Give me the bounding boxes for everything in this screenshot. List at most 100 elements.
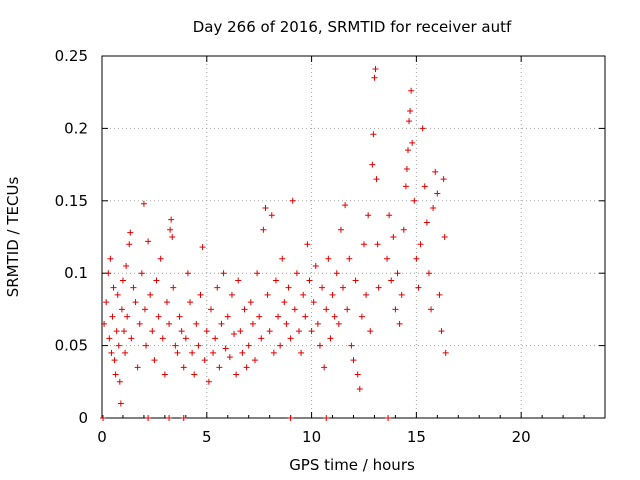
data-point (390, 234, 397, 240)
plot-frame (101, 55, 606, 419)
data-point (423, 219, 430, 226)
data-point (385, 415, 392, 421)
data-point (214, 284, 221, 291)
data-points (100, 66, 449, 421)
data-point (388, 277, 395, 284)
data-point (371, 74, 378, 81)
data-point (352, 277, 359, 284)
data-point (207, 306, 214, 313)
data-point (103, 299, 110, 306)
data-point (404, 147, 411, 154)
data-point (268, 212, 275, 219)
data-point (218, 320, 225, 327)
data-point (178, 328, 185, 335)
data-point (419, 125, 426, 132)
data-point (228, 291, 235, 298)
data-point (344, 306, 351, 313)
data-point (134, 364, 141, 371)
data-point (220, 270, 227, 277)
data-point (172, 342, 179, 349)
axis-ticks (101, 55, 606, 419)
y-axis-label: SRMTID / TECUs (4, 177, 22, 298)
data-point (384, 255, 391, 262)
data-point (266, 328, 273, 335)
data-point (438, 328, 445, 335)
data-point (159, 335, 166, 342)
x-tick-labels: 0 5 10 15 20 (97, 428, 530, 446)
data-point (434, 190, 441, 197)
data-point (141, 306, 148, 313)
data-point (333, 270, 340, 277)
data-point (168, 216, 175, 223)
data-point (436, 291, 443, 298)
data-point (113, 328, 120, 335)
data-point (116, 378, 123, 385)
data-point (184, 270, 191, 277)
data-point (130, 284, 137, 291)
data-point (260, 226, 267, 233)
y-tick-label: 0.2 (64, 119, 88, 137)
data-point (157, 255, 164, 262)
data-point (340, 284, 347, 291)
data-point (360, 241, 367, 248)
data-point (147, 291, 154, 298)
data-point (300, 291, 307, 298)
data-point (126, 241, 133, 248)
data-point (114, 291, 121, 298)
data-point (258, 335, 265, 342)
data-point (239, 349, 246, 356)
data-point (169, 234, 176, 240)
data-point (174, 349, 181, 356)
data-point (386, 212, 393, 219)
data-point (373, 176, 380, 183)
data-point (123, 262, 130, 269)
data-point (216, 364, 223, 371)
data-point (321, 364, 328, 371)
data-point (233, 371, 240, 378)
data-point (363, 291, 370, 298)
y-tick-label: 0.15 (55, 192, 88, 210)
data-point (441, 234, 448, 240)
x-tick-label: 15 (407, 428, 426, 446)
data-point (272, 277, 279, 284)
grid (102, 56, 605, 418)
data-point (127, 229, 134, 236)
data-point (370, 131, 377, 138)
data-point (287, 415, 294, 421)
data-point (354, 371, 361, 378)
data-point (325, 255, 332, 262)
data-point (210, 349, 217, 356)
data-point (400, 226, 407, 233)
data-point (275, 313, 282, 320)
data-point (115, 342, 122, 349)
data-point (176, 313, 183, 320)
chart-title: Day 266 of 2016, SRMTID for receiver aut… (193, 18, 512, 36)
data-point (298, 349, 305, 356)
data-point (191, 371, 198, 378)
data-point (167, 226, 174, 233)
data-point (224, 313, 231, 320)
data-point (117, 400, 124, 407)
data-point (121, 328, 128, 335)
data-point (425, 270, 432, 277)
data-point (180, 364, 187, 371)
data-point (119, 277, 126, 284)
data-point (440, 176, 447, 183)
y-tick-label: 0.05 (55, 337, 88, 355)
data-point (408, 87, 415, 94)
data-point (310, 299, 317, 306)
data-point (372, 66, 379, 73)
data-point (277, 342, 284, 349)
data-point (118, 306, 125, 313)
data-point (262, 205, 269, 212)
data-point (231, 331, 238, 338)
data-point (316, 342, 323, 349)
data-point (108, 349, 115, 356)
data-point (348, 342, 355, 349)
data-point (136, 320, 143, 327)
data-point (149, 328, 156, 335)
x-tick-label: 10 (302, 428, 321, 446)
data-point (241, 306, 248, 313)
data-point (308, 328, 315, 335)
data-point (374, 241, 381, 248)
